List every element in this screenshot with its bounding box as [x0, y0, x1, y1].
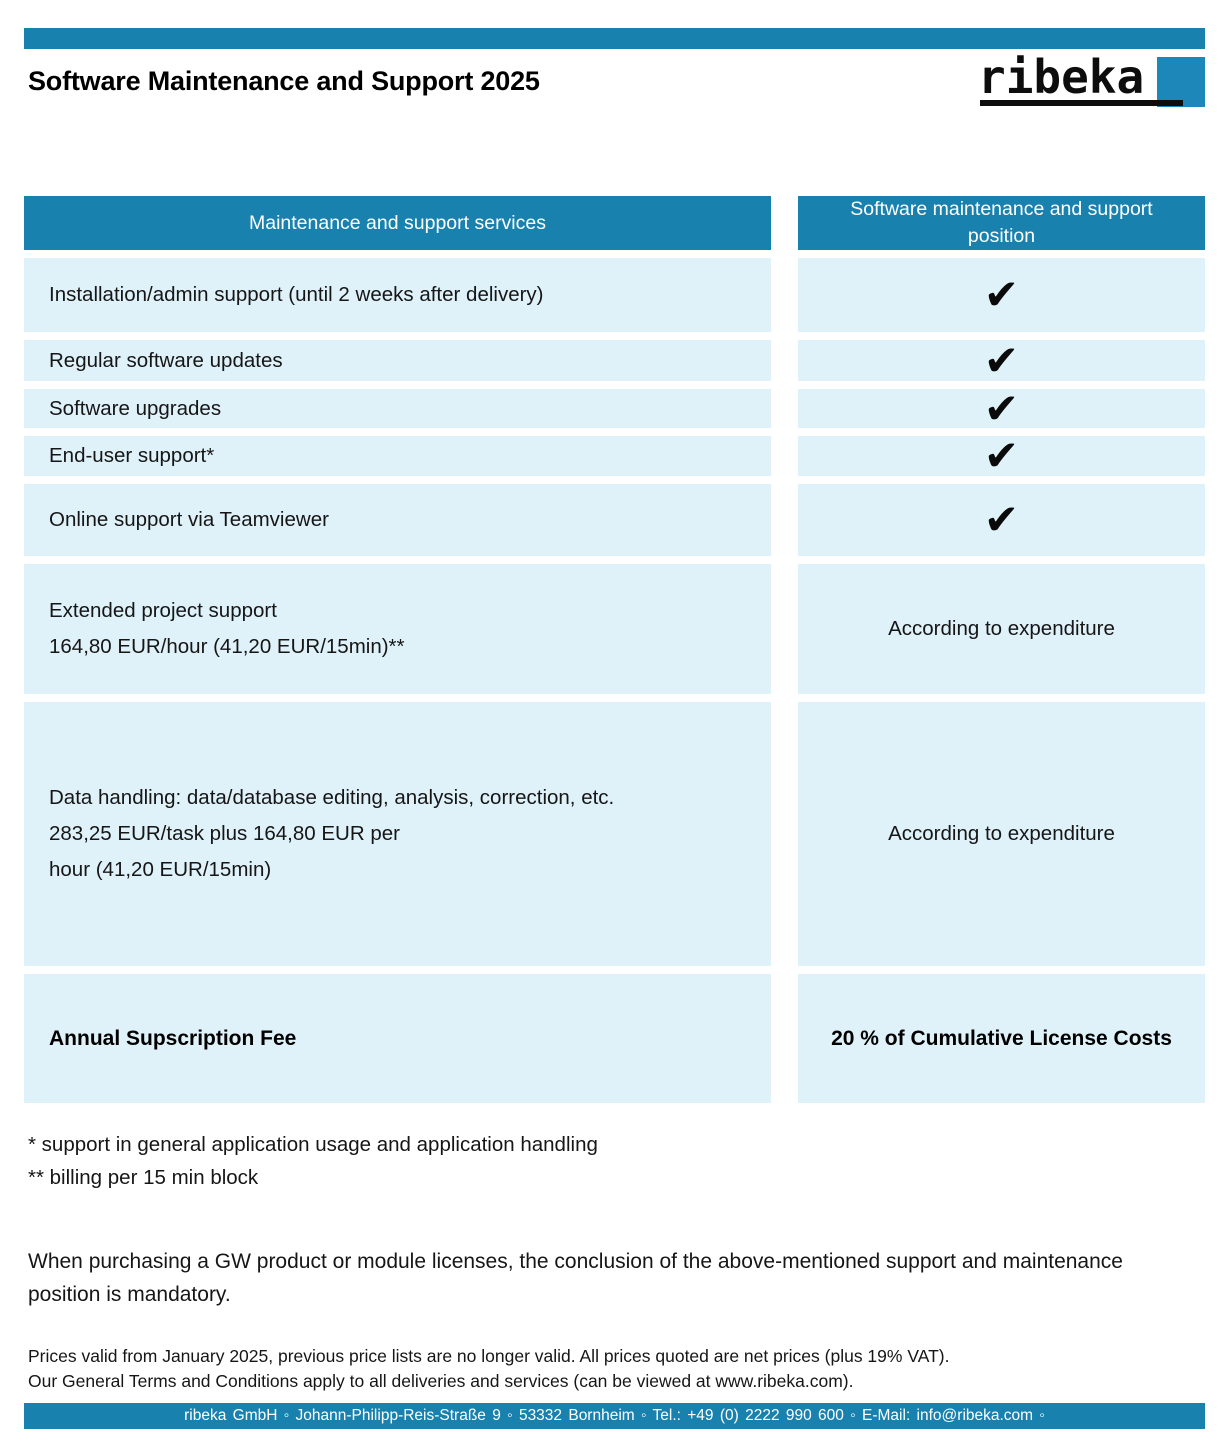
ribeka-logo: ribeka [978, 52, 1205, 108]
terms-line: Our General Terms and Conditions apply t… [28, 1371, 854, 1391]
service-cell-annual-fee: Annual Supscription Fee [24, 974, 771, 1103]
checkmark-icon: ✔ [798, 387, 1205, 429]
service-line: 283,25 EUR/task plus 164,80 EUR per [49, 822, 400, 845]
table-header-services: Maintenance and support services [24, 196, 771, 250]
price-validity-line: Prices valid from January 2025, previous… [28, 1346, 950, 1366]
service-cell-data-handling: Data handling: data/database editing, an… [24, 702, 771, 966]
footer-bar: ribeka GmbH ◦ Johann-Philipp-Reis-Straße… [24, 1403, 1205, 1429]
page-title: Software Maintenance and Support 2025 [28, 66, 540, 96]
service-cell-installation: Installation/admin support (until 2 week… [24, 258, 771, 332]
footnotes: * support in general application usage a… [28, 1128, 598, 1194]
legal-notes: Prices valid from January 2025, previous… [28, 1344, 949, 1394]
mandatory-note: When purchasing a GW product or module l… [28, 1250, 1123, 1306]
position-cell-license-costs: 20 % of Cumulative License Costs [798, 974, 1205, 1103]
service-cell-end-user-support: End-user support* [24, 436, 771, 476]
top-accent-bar [24, 28, 1205, 49]
footnote-single-asterisk: * support in general application usage a… [28, 1133, 598, 1156]
position-cell-expenditure: According to expenditure [798, 702, 1205, 966]
service-cell-upgrades: Software upgrades [24, 389, 771, 428]
service-line: hour (41,20 EUR/15min) [49, 858, 272, 881]
footnote-double-asterisk: ** billing per 15 min block [28, 1166, 259, 1189]
table-header-position: Software maintenance and support positio… [798, 196, 1205, 250]
position-cell-expenditure: According to expenditure [798, 564, 1205, 694]
service-line: Data handling: data/database editing, an… [49, 786, 615, 809]
service-line: 164,80 EUR/hour (41,20 EUR/15min)** [49, 635, 405, 658]
checkmark-icon: ✔ [798, 435, 1205, 477]
logo-blue-square [1157, 57, 1205, 107]
checkmark-icon: ✔ [798, 484, 1205, 556]
checkmark-icon: ✔ [798, 339, 1205, 381]
footer-contact-text: ribeka GmbH ◦ Johann-Philipp-Reis-Straße… [184, 1407, 1045, 1424]
logo-underline [980, 100, 1183, 106]
service-cell-online-support: Online support via Teamviewer [24, 484, 771, 556]
support-table: Maintenance and support services Softwar… [24, 196, 1205, 1103]
service-cell-extended-project-support: Extended project support 164,80 EUR/hour… [24, 564, 771, 694]
service-line: Extended project support [49, 599, 277, 622]
logo-wordmark: ribeka [978, 50, 1145, 104]
checkmark-icon: ✔ [798, 258, 1205, 332]
service-cell-updates: Regular software updates [24, 340, 771, 381]
